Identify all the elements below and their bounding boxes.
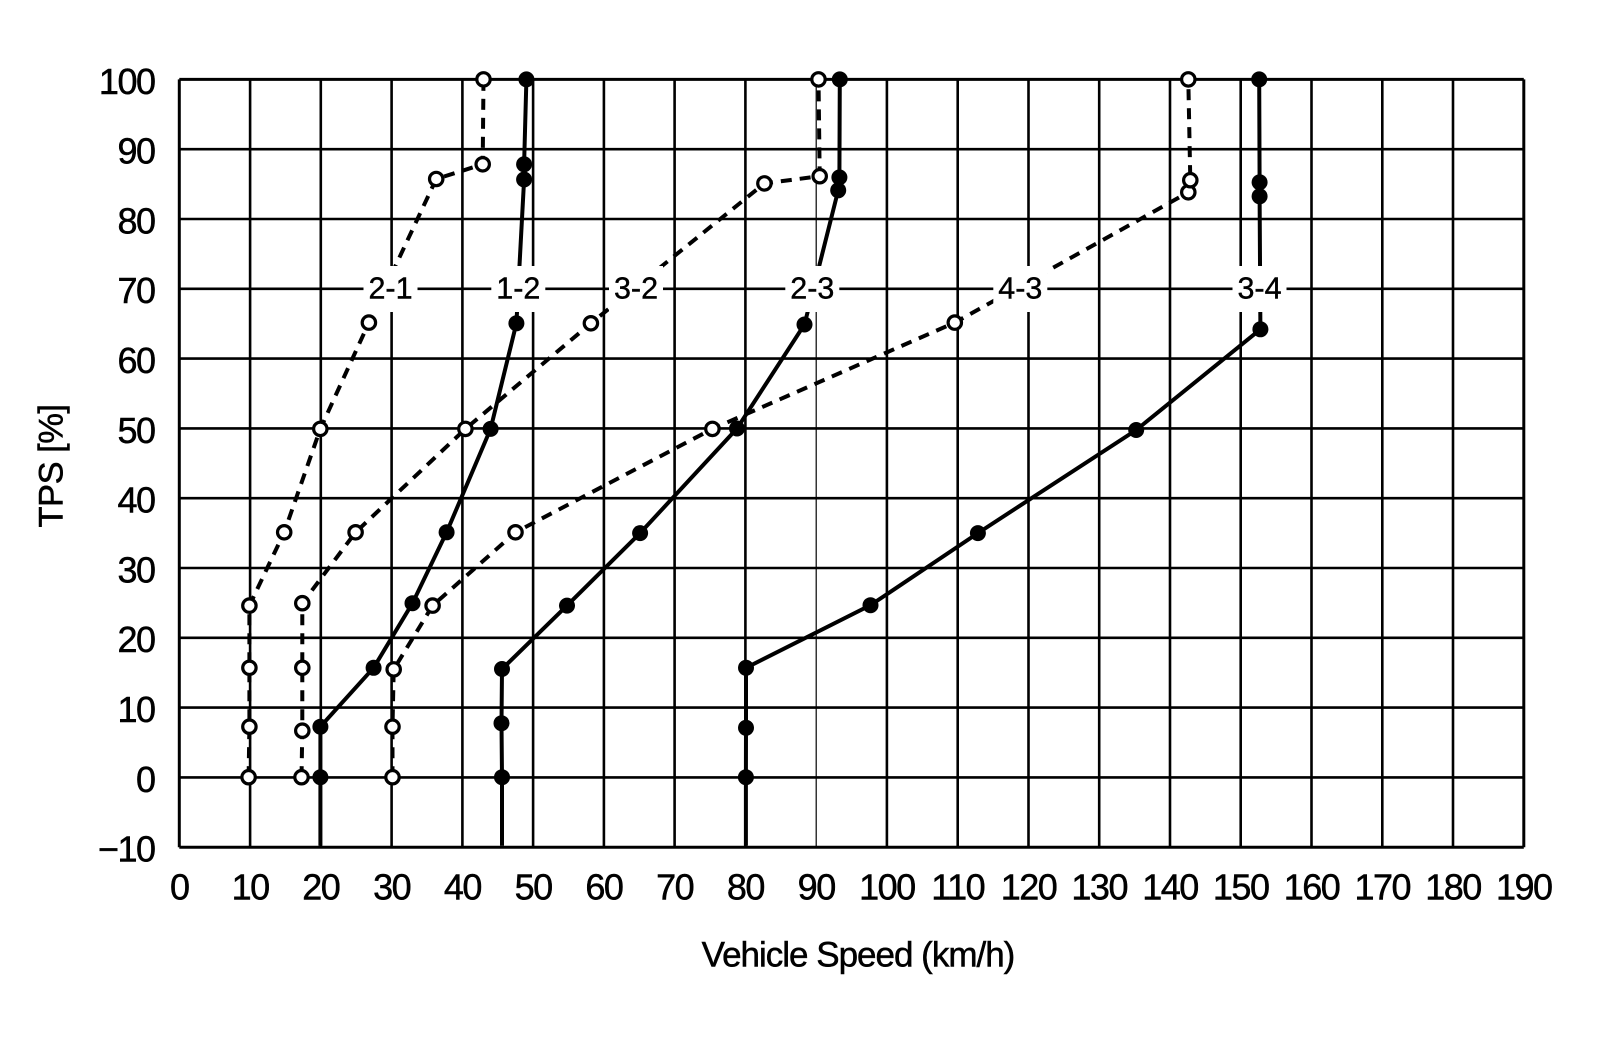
svg-text:Vehicle Speed (km/h): Vehicle Speed (km/h)	[702, 936, 1015, 975]
svg-text:0: 0	[170, 867, 189, 908]
svg-text:160: 160	[1284, 867, 1340, 908]
svg-text:140: 140	[1142, 867, 1198, 908]
svg-text:10: 10	[232, 867, 270, 908]
svg-text:60: 60	[117, 340, 155, 381]
svg-text:2-1: 2-1	[368, 272, 412, 306]
svg-text:50: 50	[515, 867, 553, 908]
svg-text:170: 170	[1355, 867, 1411, 908]
svg-text:30: 30	[373, 867, 411, 908]
svg-text:70: 70	[656, 867, 694, 908]
svg-text:0: 0	[136, 759, 155, 800]
svg-text:90: 90	[798, 867, 836, 908]
svg-text:2-3: 2-3	[790, 272, 834, 306]
svg-text:120: 120	[1001, 867, 1057, 908]
svg-text:3-4: 3-4	[1237, 272, 1281, 306]
svg-text:100: 100	[99, 61, 155, 102]
svg-text:70: 70	[117, 270, 155, 311]
svg-text:20: 20	[117, 619, 155, 660]
svg-text:−10: −10	[98, 829, 155, 870]
svg-text:TPS [%]: TPS [%]	[33, 404, 71, 527]
svg-text:130: 130	[1071, 867, 1127, 908]
svg-text:3-2: 3-2	[614, 272, 658, 306]
svg-text:50: 50	[117, 410, 155, 451]
svg-text:100: 100	[859, 867, 915, 908]
svg-text:90: 90	[117, 131, 155, 172]
svg-text:20: 20	[302, 867, 340, 908]
svg-text:1-2: 1-2	[496, 272, 540, 306]
svg-text:30: 30	[117, 549, 155, 590]
svg-text:110: 110	[931, 867, 984, 908]
svg-text:180: 180	[1425, 867, 1481, 908]
svg-text:10: 10	[117, 689, 155, 730]
svg-text:150: 150	[1213, 867, 1269, 908]
svg-text:4-3: 4-3	[998, 272, 1042, 306]
svg-text:40: 40	[444, 867, 482, 908]
svg-text:80: 80	[117, 200, 155, 241]
svg-text:190: 190	[1496, 867, 1552, 908]
svg-text:60: 60	[585, 867, 623, 908]
svg-text:80: 80	[727, 867, 765, 908]
svg-text:40: 40	[117, 480, 155, 521]
